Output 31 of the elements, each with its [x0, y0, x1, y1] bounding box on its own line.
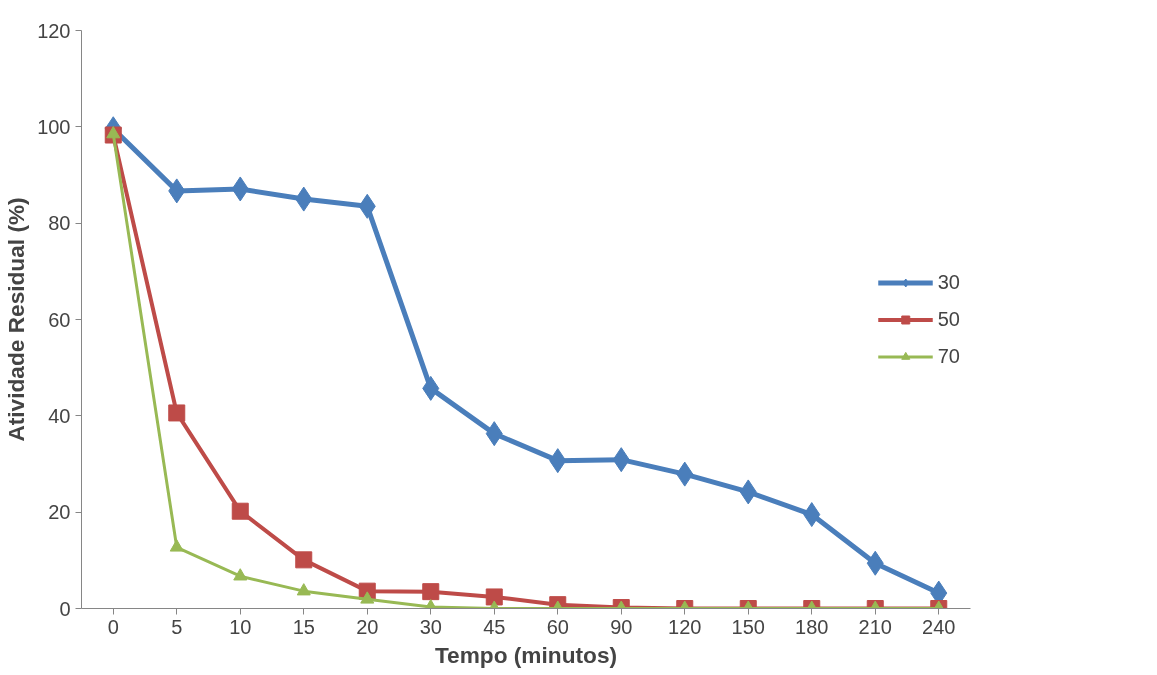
x-tick-label: 120: [668, 615, 702, 638]
x-axis-title: Tempo (minutos): [434, 641, 618, 668]
y-tick-label: 20: [48, 501, 71, 524]
x-tick-label: 150: [731, 615, 765, 638]
x-tick-label: 30: [419, 615, 442, 638]
x-tick-label: 180: [795, 615, 829, 638]
x-tick-label: 0: [107, 615, 119, 638]
x-tick-label: 15: [292, 615, 315, 638]
x-tick-label: 90: [610, 615, 633, 638]
x-tick-label: 240: [922, 615, 956, 638]
x-tick-label: 5: [171, 615, 183, 638]
x-tick-label: 210: [858, 615, 892, 638]
y-tick-label: 100: [37, 115, 71, 138]
point: [168, 404, 186, 422]
point: [360, 591, 375, 604]
legend-label: 30: [937, 270, 960, 294]
point: [233, 568, 248, 581]
y-axis-title: Atividade Residual (%): [3, 197, 30, 442]
x-tick-label: 45: [483, 615, 506, 638]
legend-label: 70: [937, 344, 960, 368]
y-tick-label: 60: [48, 308, 71, 331]
y-tick-label: 80: [48, 212, 71, 235]
y-tick-label: 120: [37, 19, 71, 42]
x-tick-label: 10: [229, 615, 252, 638]
x-tick-label: 20: [356, 615, 379, 638]
legend-label: 50: [937, 307, 960, 331]
x-tick-label: 60: [546, 615, 569, 638]
y-tick-label: 40: [48, 404, 71, 427]
y-tick-label: 0: [59, 597, 71, 620]
point: [169, 539, 184, 552]
point: [296, 583, 311, 596]
